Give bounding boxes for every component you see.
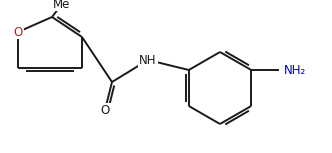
Text: O: O: [100, 103, 110, 116]
Text: NH: NH: [139, 54, 157, 67]
Text: O: O: [13, 26, 23, 39]
Text: Me: Me: [53, 0, 71, 11]
Text: NH₂: NH₂: [284, 63, 306, 76]
